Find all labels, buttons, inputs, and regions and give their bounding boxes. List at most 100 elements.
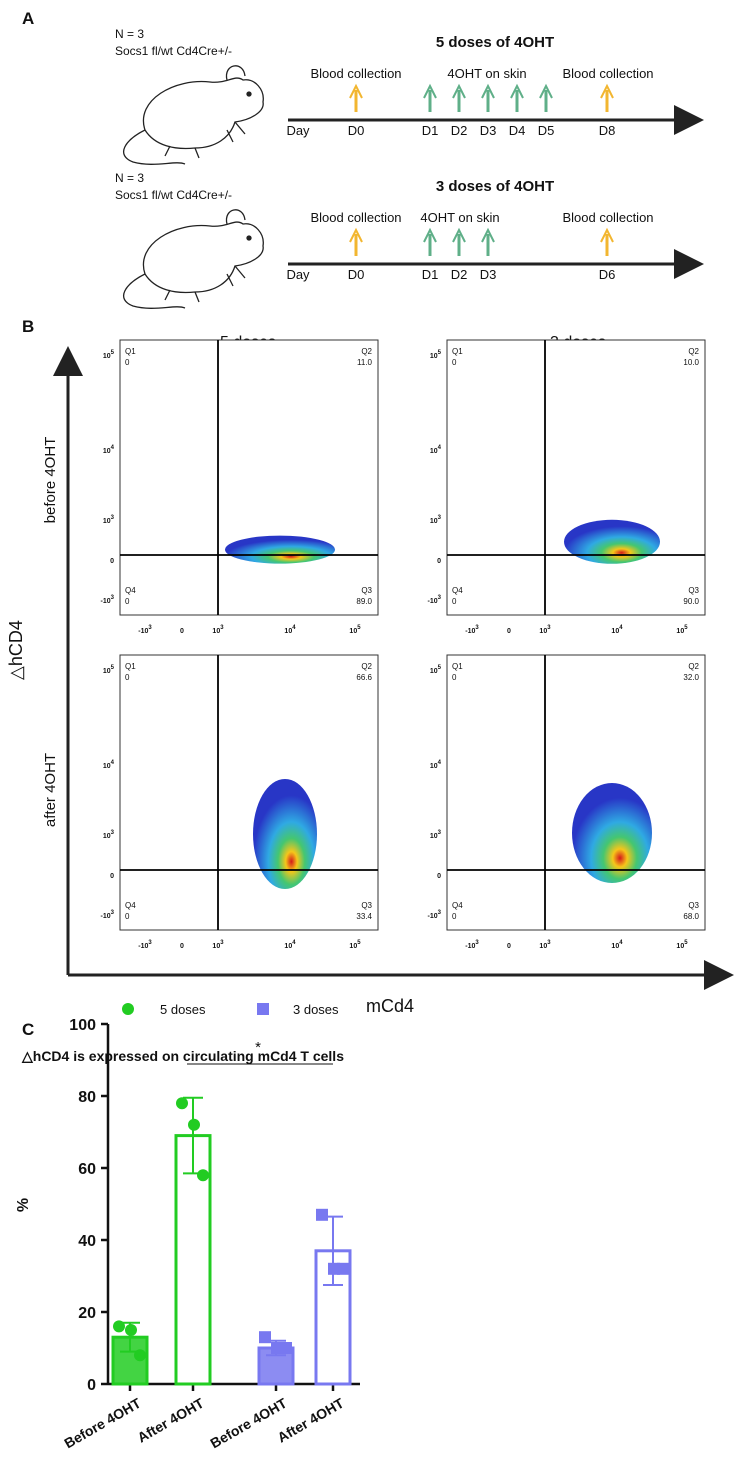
axis-tick-label: 103 [430,515,442,525]
tick-base: 10 [430,353,438,360]
mouse-body [142,77,264,150]
tick-exp: 3 [547,940,551,946]
panel-label: C [22,1020,34,1039]
tick-exp: 3 [220,940,224,946]
label: D8 [599,123,616,138]
tick-exp: 3 [547,625,551,631]
tick-base: 10 [430,833,438,840]
tick-exp: 3 [438,830,442,836]
label: D1 [422,267,439,282]
tick-base: 10 [676,628,684,635]
axis-tick-label: 0 [180,628,184,635]
plot-frame [446,654,706,931]
label: Day [286,267,310,282]
axis-tick-label: -103 [465,940,479,950]
tick-base: 10 [539,628,547,635]
event-arrow-head [600,227,614,243]
axis-title: % [15,1198,32,1212]
axis-title: mCd4 [366,996,414,1016]
tick-exp: 4 [292,940,296,946]
axis-tick-label: 104 [430,760,442,770]
tick-exp: 3 [438,595,442,601]
legend-marker [122,1003,134,1015]
x-tick-label: Before 4OHT [61,1395,143,1452]
axis-tick-label: 103 [539,940,551,950]
quadrant-label: Q4 [452,901,463,910]
tick-base: 10 [103,518,111,525]
quadrant-value: 0 [125,673,130,682]
tick-base: 0 [437,873,441,880]
axis-tick-label: -103 [138,625,152,635]
axis-tick-label: -103 [428,910,442,920]
axis-tick-label: 103 [103,830,115,840]
tick-base: 10 [212,943,220,950]
tick-exp: 3 [220,625,224,631]
event-arrow-head [539,83,553,99]
quadrant-label: Q2 [361,347,372,356]
quadrant-label: Q2 [688,662,699,671]
quadrant-value: 89.0 [356,597,372,606]
data-point [197,1169,209,1182]
density-cloud [564,519,660,564]
row-header: after 4OHT [42,753,59,827]
plot-frame [119,339,379,616]
tick-base: 0 [180,628,184,635]
legend-label: 3 doses [293,1002,339,1017]
data-point [259,1331,271,1344]
tick-exp: 3 [438,910,442,916]
mouse-eye [246,91,252,97]
panel-label: B [22,317,34,336]
data-point [134,1349,146,1362]
tick-base: 10 [611,943,619,950]
plot-frame [119,654,379,931]
row-header: before 4OHT [42,437,59,524]
legend-marker [257,1003,269,1015]
tick-base: 0 [507,628,511,635]
quadrant-value: 11.0 [357,358,373,367]
y-tick-label: 80 [78,1089,96,1106]
quadrant-label: Q4 [452,586,463,595]
tick-exp: 5 [438,350,442,356]
data-point [188,1118,200,1131]
label: N = 3 [115,27,144,41]
tick-exp: 3 [475,940,479,946]
quadrant-label: Q1 [125,662,136,671]
quadrant-label: Q1 [452,662,463,671]
tick-base: 10 [539,943,547,950]
quadrant-value: 66.6 [356,673,372,682]
quadrant-value: 0 [452,912,457,921]
tick-base: -10 [101,598,111,605]
mouse-ear [225,65,246,81]
axis-tick-label: 105 [430,350,442,360]
quadrant-label: Q3 [688,586,699,595]
quadrant-value: 10.0 [683,358,699,367]
label: Blood collection [562,210,653,225]
tick-base: 10 [103,668,111,675]
tick-base: 0 [507,943,511,950]
tick-exp: 3 [111,830,115,836]
quadrant-value: 90.0 [683,597,699,606]
label: D0 [348,267,365,282]
tick-base: 10 [284,943,292,950]
data-point [176,1097,188,1110]
event-arrow-head [452,83,466,99]
mouse-body [142,221,264,294]
label: D4 [509,123,526,138]
tick-base: -10 [138,628,148,635]
tick-exp: 4 [438,445,442,451]
tick-base: 10 [676,943,684,950]
quadrant-label: Q4 [125,586,136,595]
tick-exp: 4 [619,625,623,631]
axis-tick-label: 103 [539,625,551,635]
density-cloud [225,535,335,564]
axis-tick-label: 0 [180,943,184,950]
tick-exp: 4 [111,445,115,451]
label: Blood collection [310,66,401,81]
axis-tick-label: 105 [676,940,688,950]
significance-label: * [255,1039,261,1056]
axis-tick-label: 105 [103,665,115,675]
tick-base: -10 [101,913,111,920]
axis-tick-label: -103 [465,625,479,635]
tick-base: 10 [349,628,357,635]
